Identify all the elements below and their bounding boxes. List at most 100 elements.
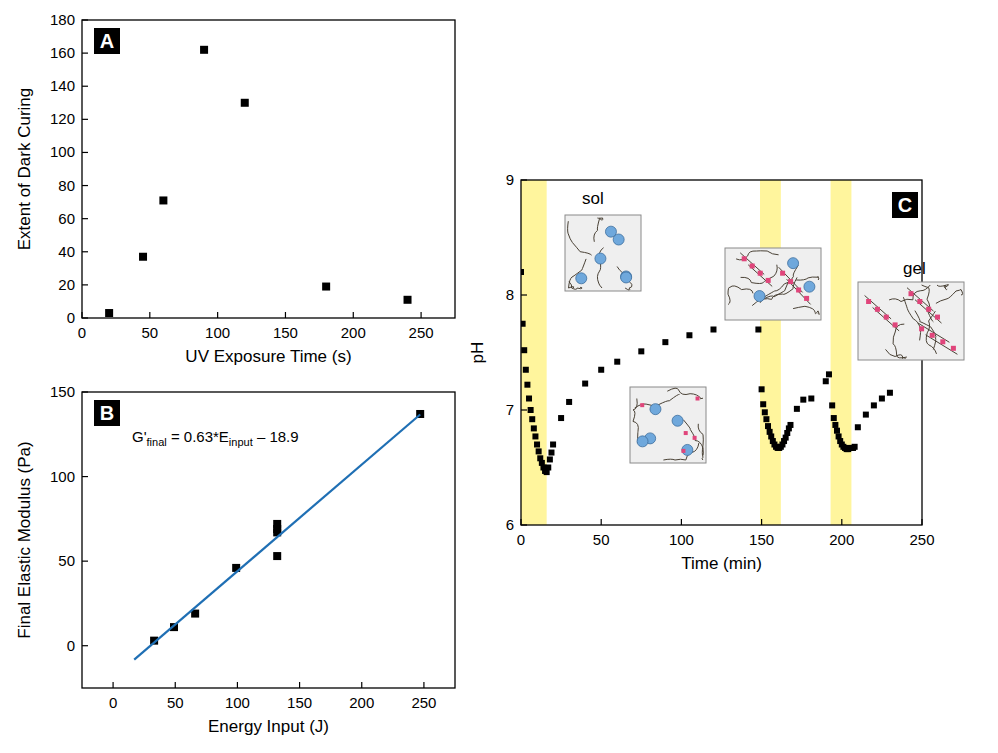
equation-part: final [147,436,167,448]
molecule [650,404,661,415]
data-point [638,348,644,354]
y-axis-title: Extent of Dark Curing [15,88,34,251]
data-point [763,416,769,422]
y-tick-label: 60 [58,210,75,227]
data-point [760,401,766,407]
polymer-chain [594,218,603,242]
polymer-chain [793,306,819,314]
polymer-chain [907,288,934,311]
x-tick-label: 50 [141,324,158,341]
x-axis-title: Energy Input (J) [208,717,329,736]
data-point [139,253,147,261]
x-tick-label: 0 [78,324,86,341]
x-tick [353,312,354,318]
y-tick [82,561,88,562]
data-point [521,347,527,353]
product [693,436,697,440]
y-tick [82,218,88,219]
panel-label-box [892,192,918,218]
x-tick-label: 100 [225,694,250,711]
data-layer [134,410,424,660]
data-point [558,415,564,421]
x-tick [681,519,682,525]
crosslink [788,279,793,284]
data-point [871,402,877,408]
panel: 050100150200250050100150Energy Input (J)… [15,383,455,736]
data-point [614,359,620,365]
polymer-chain [796,277,819,281]
schematic-frame [725,248,821,320]
y-tick-label: 160 [50,44,75,61]
panel: 050100150200250020406080100120140160180U… [15,11,455,366]
x-tick [217,312,218,318]
x-tick [601,519,602,525]
y-tick [82,185,88,186]
panel: 0501001502002506789Time (min)pHCsolgel [468,171,964,573]
data-point [759,386,765,392]
molecule [788,258,799,269]
crosslink [875,307,880,312]
y-tick-label: 0 [67,309,75,326]
x-tick [423,682,424,688]
molecule [682,444,693,455]
data-point [887,390,893,396]
plot-frame [82,20,455,318]
y-tick-label: 100 [50,143,75,160]
data-point [273,552,281,560]
polymer-chain [663,443,699,460]
panel-label: A [100,30,114,52]
data-layer [105,46,411,317]
data-point [548,450,554,456]
product [681,449,685,453]
y-axis-title: Final Elastic Modulus (Pa) [15,441,34,638]
data-point [863,412,869,418]
y-tick-label: 140 [50,77,75,94]
data-point [598,367,604,373]
x-tick-label: 250 [909,531,934,548]
data-point [879,396,885,402]
data-point [545,465,551,471]
data-point [852,444,858,450]
data-point [521,321,526,327]
y-tick [82,86,88,87]
x-tick [841,519,842,525]
uv-exposure [831,180,852,525]
data-point [829,402,835,408]
equation: G'final = 0.63*Einput – 18.9 [132,428,299,448]
polymer-chain [779,267,803,292]
x-axis-title: UV Exposure Time (s) [185,347,351,366]
data-point [273,520,281,528]
x-tick-label: 200 [341,324,366,341]
crosslink [909,291,914,296]
product [684,431,688,435]
crosslink [866,299,871,304]
polymer-chain [633,399,638,444]
data-point [523,367,529,373]
schematic [858,282,964,360]
panel-label: C [898,194,912,216]
data-point [528,407,534,413]
y-tick-label: 120 [50,110,75,127]
polymer-chain [889,285,930,302]
molecule [621,272,632,283]
data-point [532,433,538,439]
product [640,403,644,407]
x-tick-label: 250 [411,694,436,711]
polymer-chain [915,300,942,323]
crosslink [758,271,763,276]
equation-part: – 18.9 [253,428,299,445]
y-tick [82,152,88,153]
molecule [595,253,606,264]
y-tick-label: 8 [506,286,514,303]
x-tick-label: 250 [409,324,434,341]
schematic-frame [630,387,706,463]
schematic [725,248,821,320]
crosslink [919,326,924,331]
y-tick [82,476,88,477]
polymer-chain [741,265,778,284]
x-tick-label: 150 [273,324,298,341]
y-tick [82,53,88,54]
data-point [524,382,530,388]
data-point [241,99,249,107]
data-point [536,448,542,454]
